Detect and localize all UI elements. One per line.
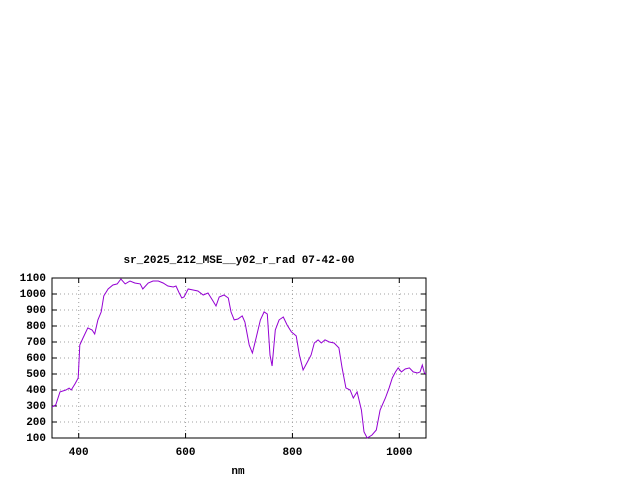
y-tick-label: 1100 xyxy=(20,273,46,285)
plot-frame xyxy=(51,277,427,439)
y-tick-label: 700 xyxy=(26,337,46,349)
chart-title: sr_2025_212_MSE__y02_r_rad 07-42-00 xyxy=(123,255,354,267)
y-tick-label: 500 xyxy=(26,369,46,381)
y-tick-label: 300 xyxy=(26,401,46,413)
x-axis-label: nm xyxy=(231,466,245,478)
x-tick-label: 1000 xyxy=(386,447,412,459)
y-tick-label: 900 xyxy=(26,305,46,317)
x-tick-label: 600 xyxy=(176,447,196,459)
y-tick-label: 200 xyxy=(26,417,46,429)
y-tick-label: 1000 xyxy=(20,289,46,301)
y-tick-label: 100 xyxy=(26,433,46,445)
y-tick-label: 400 xyxy=(26,385,46,397)
data-line xyxy=(51,278,427,439)
y-tick-label: 600 xyxy=(26,353,46,365)
x-tick-label: 400 xyxy=(69,447,89,459)
x-tick-label: 800 xyxy=(283,447,303,459)
y-tick-label: 800 xyxy=(26,321,46,333)
